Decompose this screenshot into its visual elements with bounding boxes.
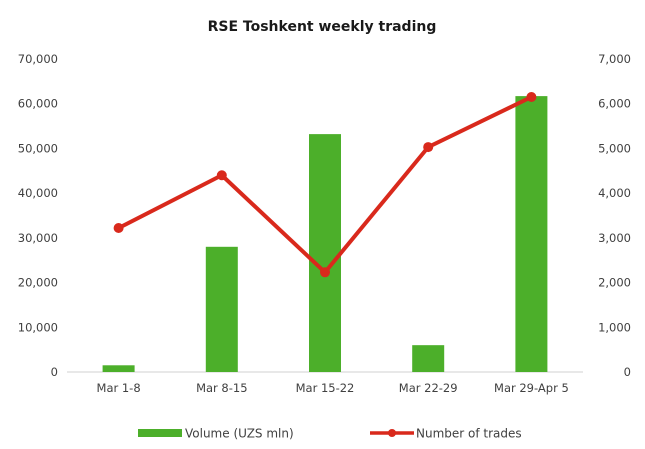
right-tick-label: 5,000 bbox=[598, 141, 631, 155]
left-tick-label: 70,000 bbox=[18, 52, 58, 66]
right-tick-label: 7,000 bbox=[598, 52, 631, 66]
legend: Volume (UZS mln) Number of trades bbox=[138, 427, 522, 441]
left-tick-label: 0 bbox=[51, 365, 58, 379]
right-tick-label: 6,000 bbox=[598, 97, 631, 111]
legend-swatch-volume bbox=[138, 429, 182, 437]
right-tick-label: 1,000 bbox=[598, 320, 631, 334]
legend-marker-trades bbox=[388, 429, 396, 437]
volume-bar bbox=[412, 345, 445, 372]
volume-bar bbox=[515, 96, 548, 372]
trades-point bbox=[216, 170, 227, 181]
legend-label-volume: Volume (UZS mln) bbox=[185, 427, 294, 441]
chart-title: RSE Toshkent weekly trading bbox=[208, 19, 437, 35]
x-tick-label: Mar 29-Apr 5 bbox=[494, 381, 569, 395]
x-tick-label: Mar 8-15 bbox=[196, 381, 247, 395]
trades-point bbox=[113, 223, 124, 234]
left-tick-label: 30,000 bbox=[18, 231, 58, 245]
left-tick-label: 10,000 bbox=[18, 320, 58, 334]
trades-point bbox=[320, 267, 330, 278]
right-axis-ticks: 0 1,000 2,000 3,000 4,000 5,000 6,000 7,000 bbox=[598, 52, 631, 379]
right-tick-label: 2,000 bbox=[598, 276, 631, 290]
trades-point bbox=[423, 142, 434, 153]
volume-bar bbox=[205, 246, 238, 372]
legend-label-trades: Number of trades bbox=[416, 427, 522, 441]
left-tick-label: 50,000 bbox=[18, 141, 58, 155]
volume-bar bbox=[309, 134, 341, 372]
volume-bar bbox=[102, 365, 135, 372]
left-axis-ticks: 0 10,000 20,000 30,000 40,000 50,000 60,000 70,… bbox=[18, 52, 58, 379]
trades-point bbox=[526, 92, 537, 103]
x-tick-label: Mar 22-29 bbox=[399, 381, 458, 395]
x-axis-ticks: Mar 1-8 Mar 8-15 Mar 15-22 Mar 22-29 Mar 29-… bbox=[97, 381, 569, 395]
left-tick-label: 20,000 bbox=[18, 276, 58, 290]
right-tick-label: 3,000 bbox=[598, 231, 631, 245]
volume-bars bbox=[102, 96, 548, 372]
left-tick-label: 40,000 bbox=[18, 186, 58, 200]
x-tick-label: Mar 1-8 bbox=[97, 381, 141, 395]
x-tick-label: Mar 15-22 bbox=[296, 381, 355, 395]
trades-line-layer bbox=[113, 92, 537, 278]
right-tick-label: 0 bbox=[624, 365, 631, 379]
right-tick-label: 4,000 bbox=[598, 186, 631, 200]
left-tick-label: 60,000 bbox=[18, 97, 58, 111]
